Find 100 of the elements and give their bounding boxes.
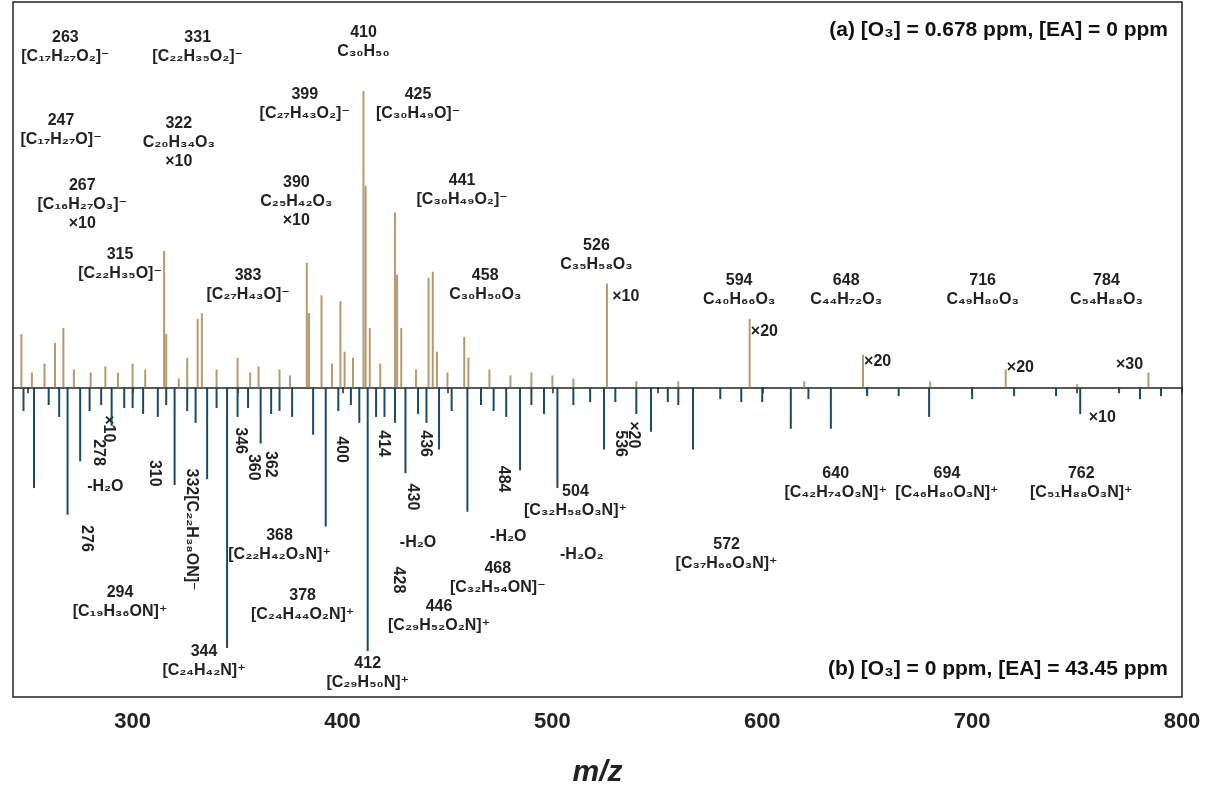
bar <box>349 387 352 406</box>
text: 263 [C₁₇H₂₇O₂]⁻ <box>21 28 110 65</box>
bar <box>971 387 974 400</box>
bar <box>740 387 743 403</box>
bar <box>368 328 371 388</box>
annotation: 484 <box>495 465 513 493</box>
annotation: ×20 <box>1006 358 1035 376</box>
bar <box>116 372 119 388</box>
bar <box>928 387 931 417</box>
bar <box>1055 387 1058 397</box>
bar <box>104 366 107 388</box>
bar <box>375 387 378 417</box>
bar <box>807 387 810 400</box>
bar <box>156 387 159 417</box>
bar <box>431 271 434 388</box>
bar <box>215 387 218 409</box>
bar <box>1076 384 1079 388</box>
annotation: 594 C₄₀H₆₆O₃ <box>703 271 776 308</box>
bar <box>66 387 69 515</box>
annotation: 368 [C₂₂H₄₂O₃N]⁺ <box>228 526 331 563</box>
bar <box>177 378 180 388</box>
annotation: 332[C₂₂H₃₈ON]⁻ <box>183 468 201 591</box>
bar <box>530 372 533 388</box>
bar <box>542 387 545 414</box>
bar <box>1147 372 1150 388</box>
text: (b) [O₃] = 0 ppm, [EA] = 43.45 ppm <box>828 656 1169 679</box>
bar <box>614 387 617 403</box>
annotation: 446 [C₂₉H₅₂O₂N]⁺ <box>388 597 491 634</box>
bar <box>88 387 91 411</box>
bar <box>312 387 315 435</box>
bar <box>803 381 806 388</box>
bar <box>463 336 466 388</box>
bar <box>467 357 470 388</box>
annotation: 294 [C₁₉H₃₆ON]⁺ <box>72 582 168 619</box>
bar <box>247 387 250 409</box>
annotation: 267 [C₁₆H₂₇O₃]⁻ ×10 <box>37 176 127 232</box>
bar <box>173 387 176 486</box>
bar <box>289 375 292 388</box>
bar <box>291 387 294 417</box>
annotation: 762 [C₅₁H₈₈O₃N]⁺ <box>1029 464 1133 501</box>
bar <box>259 387 262 444</box>
bar <box>509 375 512 388</box>
annotation: 390 C₂₅H₄₂O₃ ×10 <box>260 173 333 229</box>
annotation: 648 C₄₄H₇₂O₃ <box>810 271 883 308</box>
bar <box>691 387 694 450</box>
bar <box>572 378 575 388</box>
bar <box>366 387 369 652</box>
bar <box>414 369 417 388</box>
annotation: 247 [C₁₇H₂₇O]⁻ <box>20 111 102 148</box>
bar <box>144 369 147 388</box>
annotation: ×10 <box>1088 408 1116 426</box>
bar <box>379 363 382 388</box>
bar <box>929 381 932 388</box>
bar <box>196 319 199 388</box>
annotation: -H₂O₂ <box>559 544 604 562</box>
bar <box>206 387 209 480</box>
bar <box>123 387 126 409</box>
annotation: 716 C₄₉H₈₀O₃ <box>946 271 1019 308</box>
x-tick-label: 300 <box>114 707 151 733</box>
x-tick-label: 800 <box>1163 707 1201 733</box>
annotation: 276 <box>79 525 97 552</box>
bar <box>556 387 559 489</box>
bar <box>343 351 346 388</box>
bar <box>1160 387 1163 397</box>
x-tick-label: 600 <box>743 707 781 733</box>
annotation: 360 <box>245 453 263 481</box>
bar <box>666 387 669 403</box>
bar <box>761 387 764 403</box>
bar <box>100 387 103 406</box>
bar <box>305 262 308 388</box>
bar <box>677 381 680 388</box>
annotation: 399 [C₂₇H₄₃O₂]⁻ <box>259 84 350 121</box>
bar <box>1004 369 1007 388</box>
bar <box>551 375 554 388</box>
annotation: 458 C₃₀H₅₀O₃ <box>449 265 522 302</box>
bar <box>748 319 751 388</box>
bar <box>186 357 189 388</box>
x-tick-label: 400 <box>324 707 361 733</box>
bar <box>72 369 75 388</box>
annotation: ×10 <box>612 286 640 304</box>
bar <box>677 387 680 406</box>
bar <box>427 277 430 388</box>
annotation: 322 C₂₀H₃₄O₃ ×10 <box>142 113 215 169</box>
bar <box>1013 387 1016 397</box>
annotation: -H₂O <box>399 532 437 550</box>
bar <box>339 301 342 388</box>
bar <box>519 387 522 471</box>
bar <box>194 387 197 423</box>
bar <box>79 387 82 462</box>
annotation: 504 [C₃₂H₅₈O₃N]⁺ <box>523 481 627 518</box>
annotation: 468 [C₃₂H₅₄ON]⁻ <box>449 558 546 595</box>
bar <box>897 387 900 397</box>
bar <box>719 387 722 400</box>
text: 412 [C₂₉H₅₀N]⁺ <box>326 653 409 690</box>
annotation: 346 <box>233 427 251 455</box>
annotation: 526 C₃₅H₅₈O₃ <box>560 235 633 272</box>
x-tick-label: 700 <box>953 707 991 733</box>
bar <box>450 387 453 411</box>
bar <box>400 328 403 388</box>
bar <box>142 387 145 414</box>
